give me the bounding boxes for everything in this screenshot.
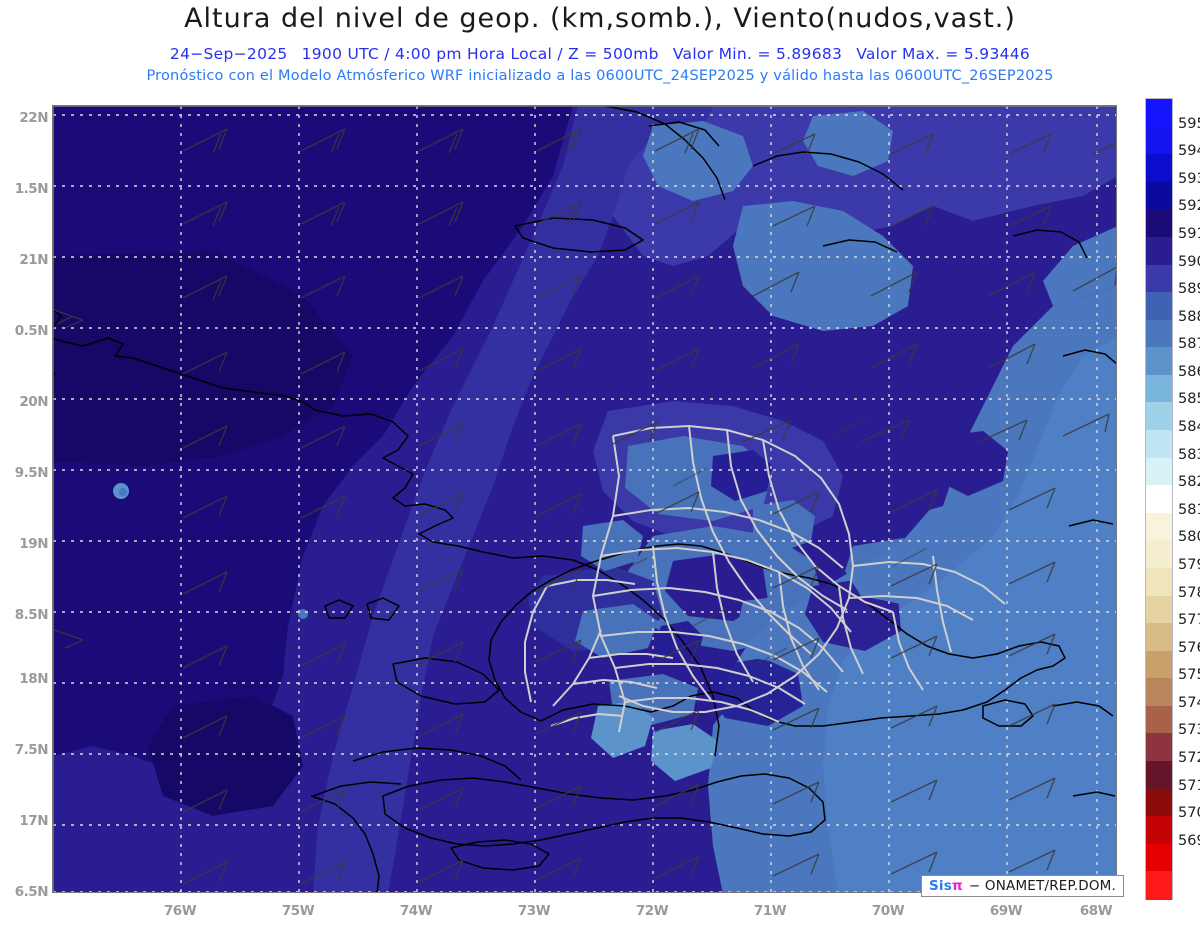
- watermark-pi-symbol: π: [952, 878, 963, 894]
- wind-barbs: [53, 128, 1116, 885]
- colorbar: [1145, 98, 1173, 900]
- y-tick-8: 18N: [19, 671, 48, 687]
- map-plot-area: [52, 105, 1117, 893]
- colorbar-label-5920: 5920: [1178, 198, 1200, 215]
- page-title: Altura del nivel de geop. (km,somb.), Vi…: [184, 3, 1016, 34]
- x-tick-3: 73W: [517, 903, 551, 919]
- colorbar-label-5760: 5760: [1178, 639, 1200, 656]
- colorbar-label-5830: 5830: [1178, 446, 1200, 463]
- colorbar-band-20: [1146, 650, 1172, 679]
- colorbar-band-25: [1146, 788, 1172, 817]
- colorbar-label-5750: 5750: [1178, 667, 1200, 684]
- subtitle-date: 24−Sep−2025: [169, 45, 288, 63]
- colorbar-band-3: [1146, 181, 1172, 210]
- colorbar-label-5820: 5820: [1178, 474, 1200, 491]
- colorbar-label-5710: 5710: [1178, 777, 1200, 794]
- x-tick-2: 74W: [399, 903, 433, 919]
- y-tick-3: 0.5N: [14, 323, 49, 339]
- colorbar-band-23: [1146, 733, 1172, 762]
- colorbar-band-2: [1146, 154, 1172, 183]
- colorbar-label-5780: 5780: [1178, 584, 1200, 601]
- colorbar-band-5: [1146, 236, 1172, 266]
- y-tick-9: 7.5N: [14, 742, 49, 758]
- colorbar-band-26: [1146, 816, 1172, 845]
- colorbar-band-9: [1146, 347, 1172, 376]
- colorbar-label-5690: 5690: [1178, 832, 1200, 849]
- subtitle-value-max: Valor Max. = 5.93446: [856, 45, 1031, 63]
- colorbar-band-6: [1146, 264, 1172, 293]
- colorbar-label-5880: 5880: [1178, 308, 1200, 325]
- colorbar-label-5790: 5790: [1178, 556, 1200, 573]
- colorbar-label-5740: 5740: [1178, 694, 1200, 711]
- map-canvas: [53, 106, 1116, 892]
- colorbar-band-19: [1146, 623, 1172, 652]
- colorbar-label-5890: 5890: [1178, 281, 1200, 298]
- chart-subtitle-model: Pronóstico con el Modelo Atmósferico WRF…: [146, 68, 1054, 84]
- y-tick-11: 6.5N: [14, 884, 49, 900]
- chart-header: Altura del nivel de geop. (km,somb.), Vi…: [0, 0, 1200, 95]
- colorbar-label-5720: 5720: [1178, 750, 1200, 767]
- y-tick-1: 1.5N: [14, 181, 49, 197]
- colorbar-band-11: [1146, 402, 1172, 431]
- colorbar-label-5950: 5950: [1178, 115, 1200, 132]
- y-tick-2: 21N: [19, 252, 48, 268]
- province-boundaries: [524, 425, 1006, 733]
- colorbar-label-5800: 5800: [1178, 529, 1200, 546]
- colorbar-band-14: [1146, 485, 1172, 514]
- colorbar-band-21: [1146, 678, 1172, 707]
- geopotential-shading: [53, 106, 1116, 892]
- colorbar-band-28: [1146, 871, 1172, 900]
- colorbar-band-16: [1146, 540, 1172, 569]
- chart-subtitle-valid-time: 24−Sep−2025 1900 UTC / 4:00 pm Hora Local…: [0, 45, 1200, 63]
- colorbar-band-13: [1146, 457, 1172, 486]
- colorbar-label-5870: 5870: [1178, 336, 1200, 353]
- colorbar-label-5730: 5730: [1178, 722, 1200, 739]
- colorbar-band-18: [1146, 595, 1172, 624]
- y-tick-4: 20N: [19, 394, 48, 410]
- colorbar-band-17: [1146, 567, 1172, 597]
- watermark-logo: Sis π − ONAMET/REP.DOM.: [921, 875, 1125, 897]
- x-tick-8: 68W: [1079, 903, 1113, 919]
- colorbar-band-12: [1146, 430, 1172, 459]
- colorbar-band-8: [1146, 319, 1172, 348]
- subtitle-value-min: Valor Min. = 5.89683: [672, 45, 843, 63]
- colorbar-band-1: [1146, 126, 1172, 155]
- colorbar-band-10: [1146, 374, 1172, 404]
- colorbar-label-5860: 5860: [1178, 363, 1200, 380]
- x-tick-1: 75W: [281, 903, 315, 919]
- colorbar-label-5770: 5770: [1178, 612, 1200, 629]
- y-tick-6: 19N: [19, 536, 48, 552]
- colorbar-band-22: [1146, 705, 1172, 735]
- subtitle-time: 1900 UTC / 4:00 pm Hora Local / Z = 500m…: [301, 45, 659, 63]
- colorbar-label-5700: 5700: [1178, 805, 1200, 822]
- x-tick-6: 70W: [871, 903, 905, 919]
- colorbar-label-5940: 5940: [1178, 143, 1200, 160]
- watermark-agency: − ONAMET/REP.DOM.: [968, 878, 1117, 894]
- colorbar-label-5900: 5900: [1178, 253, 1200, 270]
- colorbar-band-0: [1146, 99, 1172, 128]
- colorbar-label-5840: 5840: [1178, 419, 1200, 436]
- colorbar-band-4: [1146, 209, 1172, 238]
- y-tick-0: 22N: [19, 110, 48, 126]
- y-tick-7: 8.5N: [14, 607, 49, 623]
- colorbar-label-5910: 5910: [1178, 225, 1200, 242]
- x-tick-5: 71W: [753, 903, 787, 919]
- colorbar-label-5930: 5930: [1178, 170, 1200, 187]
- watermark-brand: Sis: [929, 878, 952, 894]
- y-tick-10: 17N: [19, 813, 48, 829]
- colorbar-band-27: [1146, 843, 1172, 872]
- x-tick-7: 69W: [989, 903, 1023, 919]
- x-tick-4: 72W: [635, 903, 669, 919]
- y-tick-5: 9.5N: [14, 465, 49, 481]
- colorbar-label-5850: 5850: [1178, 391, 1200, 408]
- x-tick-0: 76W: [163, 903, 197, 919]
- colorbar-band-24: [1146, 761, 1172, 790]
- colorbar-band-7: [1146, 292, 1172, 321]
- colorbar-label-5810: 5810: [1178, 501, 1200, 518]
- colorbar-band-15: [1146, 512, 1172, 541]
